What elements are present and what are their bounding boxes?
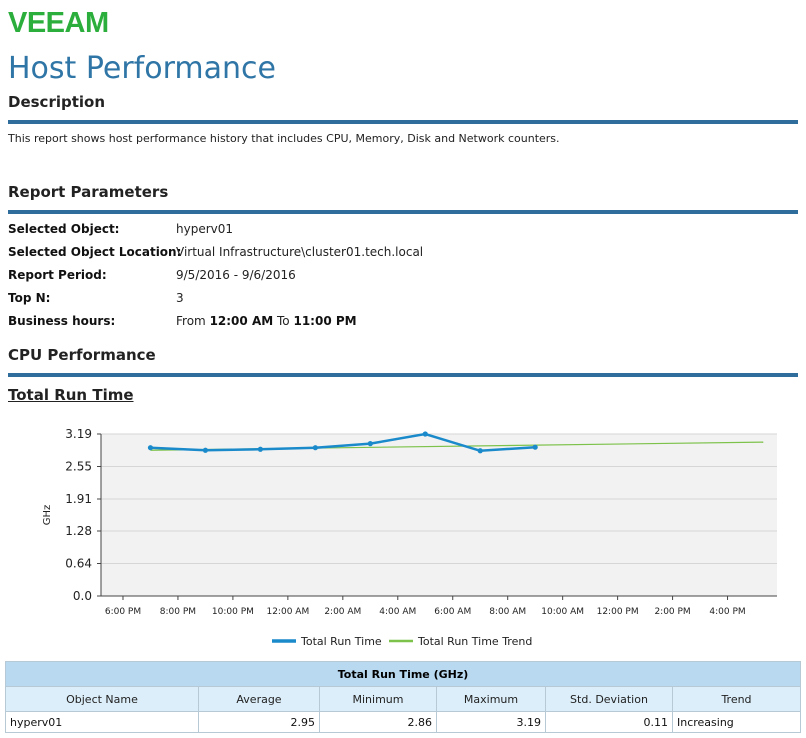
column-header-trend[interactable]: Trend bbox=[672, 686, 801, 712]
x-tick-label: 10:00 AM bbox=[541, 607, 584, 617]
table-row: hyperv01 2.95 2.86 3.19 0.11 Increasing bbox=[5, 711, 801, 733]
param-value-report-period: 9/5/2016 - 9/6/2016 bbox=[176, 268, 296, 282]
param-label-report-period: Report Period: bbox=[8, 268, 107, 282]
business-hours-from-text: From bbox=[176, 314, 206, 328]
column-header-average[interactable]: Average bbox=[198, 686, 320, 712]
description-text: This report shows host performance histo… bbox=[8, 132, 560, 145]
param-label-location: Selected Object Location: bbox=[8, 245, 182, 259]
description-divider bbox=[8, 120, 798, 124]
x-tick-label: 8:00 PM bbox=[160, 607, 196, 617]
x-tick-label: 4:00 PM bbox=[709, 607, 745, 617]
total-run-time-heading: Total Run Time bbox=[8, 386, 134, 404]
veeam-logo: VEEAM bbox=[8, 7, 109, 39]
x-tick-label: 2:00 PM bbox=[654, 607, 690, 617]
parameters-divider bbox=[8, 210, 798, 214]
cell-object-name: hyperv01 bbox=[5, 711, 199, 733]
data-point bbox=[257, 446, 263, 452]
column-header-maximum[interactable]: Maximum bbox=[436, 686, 546, 712]
x-tick-label: 10:00 PM bbox=[212, 607, 254, 617]
parameters-heading: Report Parameters bbox=[8, 183, 169, 201]
param-label-selected-object: Selected Object: bbox=[8, 222, 120, 236]
business-hours-start: 12:00 AM bbox=[209, 314, 274, 328]
y-tick-label: 0.64 bbox=[65, 556, 92, 570]
data-point bbox=[312, 445, 318, 451]
column-header-std-deviation[interactable]: Std. Deviation bbox=[545, 686, 673, 712]
cell-maximum: 3.19 bbox=[436, 711, 546, 733]
cell-std-deviation: 0.11 bbox=[545, 711, 673, 733]
cell-average: 2.95 bbox=[198, 711, 320, 733]
y-axis-label: GHz bbox=[42, 505, 53, 526]
business-hours-to-text: To bbox=[277, 314, 290, 328]
cpu-performance-heading: CPU Performance bbox=[8, 346, 156, 364]
y-tick-label: 3.19 bbox=[65, 427, 92, 441]
plot-area bbox=[101, 434, 777, 596]
data-point bbox=[422, 431, 428, 437]
table-title: Total Run Time (GHz) bbox=[5, 661, 801, 687]
data-point bbox=[202, 447, 209, 453]
y-tick-label: 2.55 bbox=[65, 460, 92, 474]
column-header-object-name[interactable]: Object Name bbox=[5, 686, 199, 712]
data-point bbox=[477, 448, 483, 454]
data-point bbox=[532, 444, 538, 450]
data-point bbox=[367, 441, 373, 447]
total-run-time-table: Total Run Time (GHz) Object Name Average… bbox=[5, 661, 801, 733]
param-value-top-n: 3 bbox=[176, 291, 184, 305]
cell-trend: Increasing bbox=[672, 711, 801, 733]
column-header-minimum[interactable]: Minimum bbox=[319, 686, 437, 712]
param-value-selected-object: hyperv01 bbox=[176, 222, 234, 236]
business-hours-end: 11:00 PM bbox=[293, 314, 357, 328]
y-tick-label: 1.91 bbox=[65, 492, 92, 506]
x-tick-label: 12:00 AM bbox=[266, 607, 309, 617]
y-tick-label: 0.0 bbox=[73, 589, 92, 603]
legend-label-total-run-time: Total Run Time bbox=[300, 635, 382, 648]
x-tick-label: 8:00 AM bbox=[489, 607, 526, 617]
x-tick-label: 6:00 PM bbox=[105, 607, 141, 617]
total-run-time-chart: 0.0 0.64 1.28 1.91 2.55 3.19 6:00 PM 8:00 PM 10:… bbox=[42, 427, 777, 648]
cell-minimum: 2.86 bbox=[319, 711, 437, 733]
cpu-divider bbox=[8, 373, 798, 377]
series-line-total-run-time bbox=[150, 432, 536, 453]
page-title: Host Performance bbox=[8, 51, 276, 86]
x-tick-label: 2:00 AM bbox=[324, 607, 361, 617]
param-label-business-hours: Business hours: bbox=[8, 314, 116, 328]
x-tick-label: 4:00 AM bbox=[379, 607, 416, 617]
x-tick-label: 12:00 PM bbox=[597, 607, 639, 617]
data-point bbox=[147, 445, 154, 451]
param-value-business-hours: From 12:00 AM To 11:00 PM bbox=[176, 314, 357, 328]
description-heading: Description bbox=[8, 93, 106, 111]
param-label-top-n: Top N: bbox=[8, 291, 51, 305]
legend-label-trend: Total Run Time Trend bbox=[417, 635, 532, 648]
y-tick-label: 1.28 bbox=[65, 524, 92, 538]
x-tick-label: 6:00 AM bbox=[434, 607, 471, 617]
param-value-location: Virtual Infrastructure\cluster01.tech.lo… bbox=[176, 245, 424, 259]
